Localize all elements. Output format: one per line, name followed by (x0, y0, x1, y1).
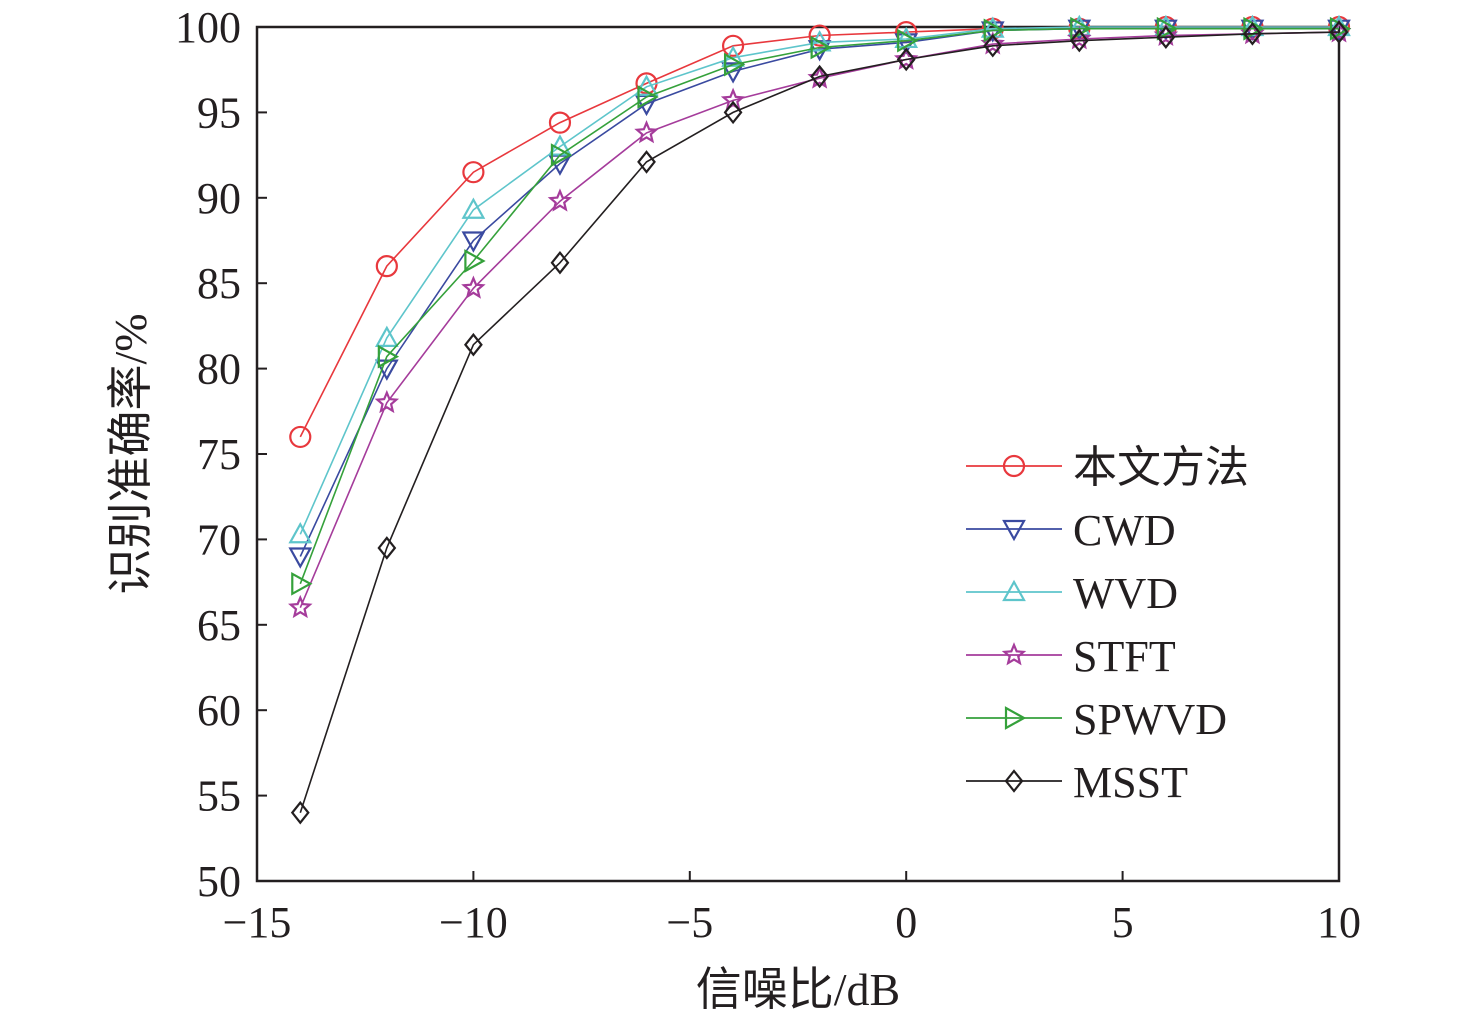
data-point (288, 522, 313, 544)
y-axis-title: 识别准确率/% (105, 313, 156, 594)
legend-item: WVD (966, 569, 1178, 618)
y-tick-label: 90 (197, 174, 241, 223)
series-line (299, 26, 1339, 438)
legend-marker (1001, 642, 1027, 666)
data-point (810, 35, 832, 60)
data-point (289, 425, 312, 449)
y-tick-label: 70 (197, 515, 241, 564)
data-point (1156, 25, 1176, 50)
x-axis: −15 −10 −5 0 5 10 (223, 871, 1361, 947)
data-point (723, 52, 746, 77)
data-point (810, 64, 830, 89)
data-point (721, 34, 745, 57)
data-point (1069, 28, 1089, 53)
legend-marker (1002, 454, 1026, 478)
x-axis-title: 信噪比/dB (696, 964, 900, 1015)
y-tick-label: 80 (197, 345, 241, 394)
legend-label: MSST (1073, 758, 1188, 807)
series-SPWVD (291, 16, 1352, 596)
series-line (299, 27, 1339, 585)
x-tick-label: 0 (895, 898, 917, 947)
x-tick-label: −5 (666, 898, 713, 947)
y-tick-label: 60 (197, 686, 241, 735)
series-MSST (290, 20, 1349, 825)
data-point (374, 389, 400, 414)
legend-label: CWD (1073, 506, 1176, 555)
series-line (299, 31, 1340, 609)
data-point (896, 47, 916, 72)
legend-label: WVD (1073, 569, 1178, 618)
series-STFT (288, 19, 1352, 619)
data-point (1243, 22, 1262, 46)
data-point (464, 249, 486, 273)
x-tick-label: −10 (439, 898, 508, 947)
data-point (463, 332, 483, 357)
y-tick-label: 55 (197, 772, 241, 821)
data-point (1329, 20, 1349, 44)
legend-marker (1002, 579, 1026, 602)
data-point (288, 547, 313, 569)
legend-marker (1004, 706, 1027, 730)
y-tick-label: 85 (197, 259, 241, 308)
series-line (299, 31, 1340, 813)
data-point (897, 28, 919, 53)
x-tick-label: −15 (223, 898, 292, 947)
data-point (983, 34, 1003, 58)
data-point (461, 231, 486, 253)
legend-marker (1004, 769, 1024, 793)
data-point (1067, 19, 1092, 41)
y-tick-label: 50 (197, 857, 241, 906)
data-point (637, 150, 656, 174)
y-tick-label: 100 (175, 3, 241, 52)
data-point (893, 46, 919, 70)
x-tick-label: 10 (1317, 898, 1361, 947)
data-point (1154, 19, 1178, 41)
data-point (720, 87, 746, 111)
data-point (808, 24, 831, 47)
data-point (462, 161, 485, 184)
y-axis: 50 55 60 65 70 75 80 85 90 95 100 (175, 3, 267, 906)
data-point (461, 275, 486, 299)
data-point (723, 100, 743, 125)
legend-item: STFT (966, 632, 1176, 681)
data-point (637, 85, 659, 109)
data-point (807, 30, 832, 52)
y-tick-label: 95 (197, 88, 241, 137)
legend-label: STFT (1073, 632, 1176, 681)
legend-label: 本文方法 (1073, 443, 1249, 492)
data-point (374, 325, 399, 347)
data-point (461, 197, 486, 219)
data-point (377, 344, 400, 369)
data-point (550, 250, 570, 275)
legend-item: 本文方法 (966, 443, 1249, 492)
data-point (291, 571, 313, 596)
data-point (1070, 16, 1092, 41)
legend-item: CWD (966, 506, 1176, 555)
legend-label: SPWVD (1073, 695, 1227, 744)
y-tick-label: 65 (197, 601, 241, 650)
data-point (1156, 16, 1179, 41)
data-point (550, 143, 573, 167)
data-point (290, 800, 310, 825)
legend: 本文方法 CWD WVD STFT SPWVD MSST (966, 443, 1249, 807)
y-tick-label: 75 (197, 430, 241, 479)
legend-marker (1002, 519, 1026, 542)
data-point (547, 188, 573, 212)
data-point (288, 594, 313, 619)
data-point (377, 536, 397, 560)
data-point (634, 120, 659, 144)
x-tick-label: 5 (1112, 898, 1134, 947)
series-layer (288, 14, 1352, 825)
legend-item: SPWVD (966, 695, 1227, 744)
data-point (634, 74, 659, 96)
data-point (548, 111, 572, 134)
legend-item: MSST (966, 758, 1188, 807)
data-point (375, 255, 398, 278)
